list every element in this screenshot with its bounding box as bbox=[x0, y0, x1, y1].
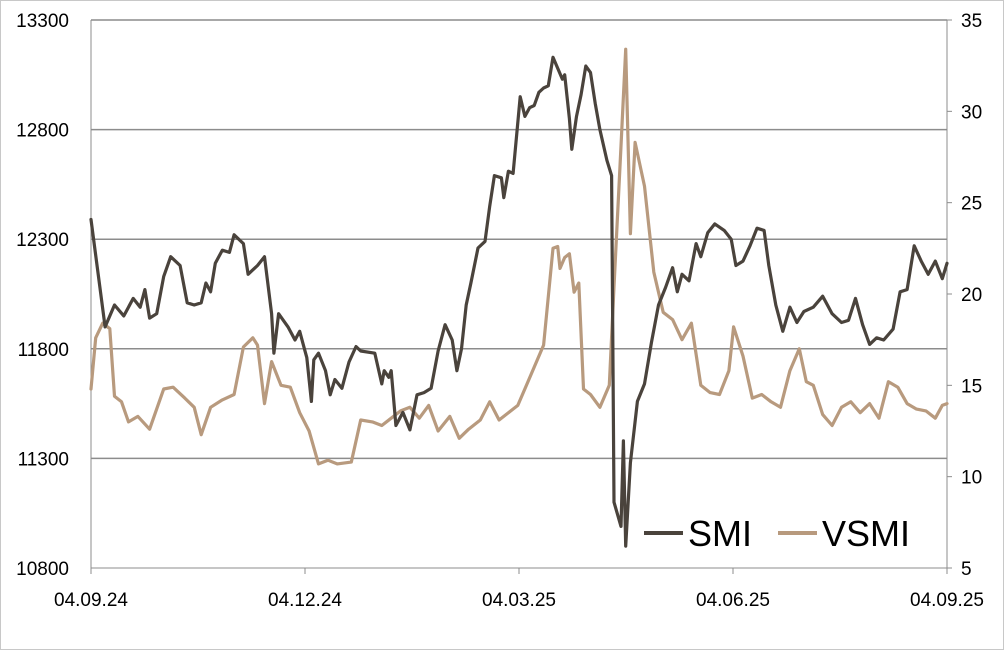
left-tick-label: 13300 bbox=[16, 11, 69, 32]
right-tick-label: 35 bbox=[961, 11, 982, 32]
x-tick-label: 04.09.25 bbox=[910, 590, 984, 611]
left-tick-label: 12800 bbox=[16, 121, 69, 142]
x-axis-ticks: 04.09.24 04.12.24 04.03.25 04.06.25 04.09.25 bbox=[54, 568, 984, 611]
x-tick-label: 04.06.25 bbox=[696, 590, 770, 611]
left-y-axis-ticks: 10800 11300 11800 12300 12800 13300 bbox=[16, 11, 69, 580]
x-tick-label: 04.09.24 bbox=[54, 590, 128, 611]
right-tick-label: 15 bbox=[961, 376, 982, 397]
left-tick-label: 11800 bbox=[18, 340, 69, 361]
right-tick-label: 10 bbox=[961, 468, 982, 489]
right-tick-label: 20 bbox=[961, 285, 982, 306]
legend: SMI VSMI bbox=[644, 513, 910, 554]
series-line-smi bbox=[89, 55, 949, 548]
right-tick-label: 5 bbox=[961, 559, 972, 580]
series-line-vsmi bbox=[89, 47, 949, 466]
series-layer bbox=[89, 47, 949, 548]
left-tick-label: 12300 bbox=[16, 230, 69, 251]
legend-label-vsmi: VSMI bbox=[822, 513, 910, 554]
x-tick-label: 04.03.25 bbox=[482, 590, 556, 611]
left-tick-label: 11300 bbox=[18, 449, 69, 470]
x-tick-label: 04.12.24 bbox=[268, 590, 342, 611]
right-tick-label: 25 bbox=[961, 194, 982, 215]
left-tick-label: 10800 bbox=[16, 559, 69, 580]
right-tick-label: 30 bbox=[961, 102, 982, 123]
legend-label-smi: SMI bbox=[688, 513, 752, 554]
right-y-axis-ticks: 5 10 15 20 25 30 35 bbox=[947, 11, 982, 580]
